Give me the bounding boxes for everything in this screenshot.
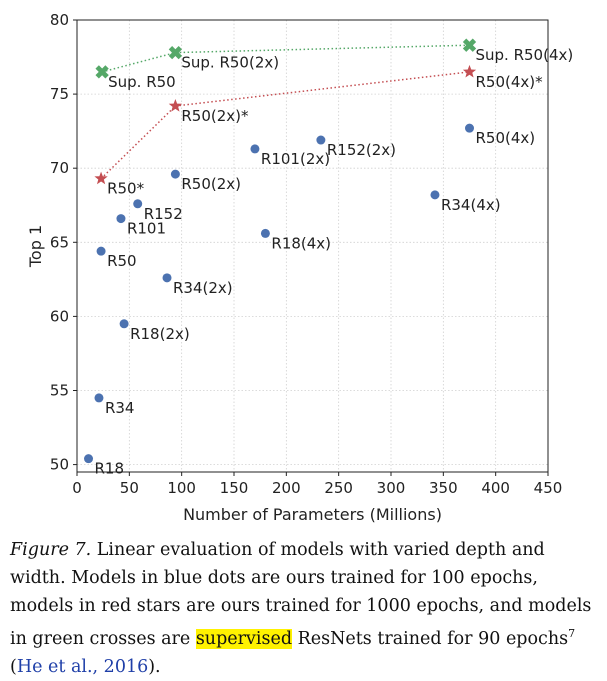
x-ticks: 0 50 100 150 200 250 300 350 400 450: [72, 472, 562, 497]
point-label: R18(4x): [271, 234, 331, 252]
point-label: R50: [107, 252, 137, 270]
data-point-dot: [84, 454, 94, 464]
data-point-dot: [465, 123, 474, 133]
caption-highlight: supervised: [195, 628, 293, 649]
data-point-dot: [316, 135, 326, 145]
point-label: R152(2x): [327, 141, 396, 159]
y-ticks: 50 55 60 65 70 75 80: [50, 11, 77, 474]
data-point-star: [94, 171, 108, 185]
point-label: R50(2x): [181, 175, 241, 193]
point-label: R101: [127, 220, 166, 238]
point-label: R101(2x): [261, 150, 330, 168]
y-tick-label: 50: [50, 456, 69, 474]
caption-text-3: (: [10, 656, 17, 677]
point-label: R50(4x)*: [476, 73, 544, 91]
point-label: R50*: [107, 180, 145, 198]
point-label: R152: [144, 205, 183, 223]
caption-footnote-marker[interactable]: 7: [568, 627, 576, 640]
point-label: R34(4x): [441, 196, 501, 214]
data-point-cross: [168, 45, 183, 60]
plot-frame: [76, 19, 549, 473]
data-point-cross: [462, 38, 477, 52]
data-point-star: [168, 98, 183, 112]
point-label: R50(4x): [476, 129, 536, 147]
point-label: R50(2x)*: [181, 107, 249, 125]
y-tick-label: 60: [50, 307, 69, 325]
data-point-dot: [116, 214, 126, 224]
x-tick-label: 100: [167, 479, 196, 497]
data-point-star: [462, 64, 477, 78]
y-tick-label: 70: [50, 159, 69, 177]
data-point-dot: [119, 319, 129, 329]
x-tick-label: 150: [220, 479, 249, 497]
series-line: [101, 44, 470, 73]
point-label: R18(2x): [130, 325, 190, 343]
data-point-dot: [250, 144, 260, 154]
series-line: [100, 71, 470, 180]
data-point-dot: [430, 190, 440, 200]
series-cross: Sup. R50 Sup. R50(2x) Sup. R50(4x): [95, 38, 574, 91]
x-axis-label: Number of Parameters (Millions): [183, 505, 442, 524]
data-point-dot: [260, 228, 270, 238]
x-tick-label: 350: [429, 479, 458, 497]
data-point-dot: [162, 273, 172, 283]
y-tick-label: 80: [50, 11, 69, 29]
data-point-dot: [96, 246, 106, 256]
scatter-chart: 0 50 100 150 200 250 300 350 400 450 505560657075…: [26, 11, 574, 524]
y-tick-label: 55: [50, 381, 69, 399]
caption-text-1: Linear evaluation of models with varied …: [10, 540, 592, 649]
x-tick-label: 200: [272, 479, 301, 497]
x-tick-label: 450: [534, 479, 563, 497]
point-label: R18: [95, 460, 125, 478]
caption-figure-label: Figure 7.: [10, 540, 92, 560]
caption-text-4: ).: [148, 656, 161, 677]
figure-caption: Figure 7. Linear evaluation of models wi…: [10, 536, 600, 681]
y-tick-label: 75: [50, 85, 69, 103]
data-point-dot: [170, 169, 180, 179]
y-tick-label: 65: [50, 233, 69, 251]
x-tick-label: 300: [377, 479, 406, 497]
data-point-dot: [94, 393, 104, 403]
point-label: Sup. R50(2x): [181, 54, 279, 72]
point-label: Sup. R50: [108, 73, 176, 91]
x-tick-label: 0: [72, 479, 82, 497]
point-label: Sup. R50(4x): [476, 46, 574, 64]
data-point-dot: [133, 199, 143, 209]
x-tick-label: 50: [120, 479, 139, 497]
caption-text-2: ResNets trained for 90 epochs: [292, 628, 569, 649]
x-tick-label: 400: [481, 479, 510, 497]
point-label: R34: [105, 399, 135, 417]
x-tick-label: 250: [324, 479, 353, 497]
y-axis-label: Top 1: [26, 225, 45, 268]
point-label: R34(2x): [173, 279, 233, 297]
caption-citation-link[interactable]: He et al., 2016: [16, 656, 149, 677]
data-point-cross: [95, 65, 109, 79]
series-star: R50* R50(2x)* R50(4x)*: [94, 64, 544, 198]
